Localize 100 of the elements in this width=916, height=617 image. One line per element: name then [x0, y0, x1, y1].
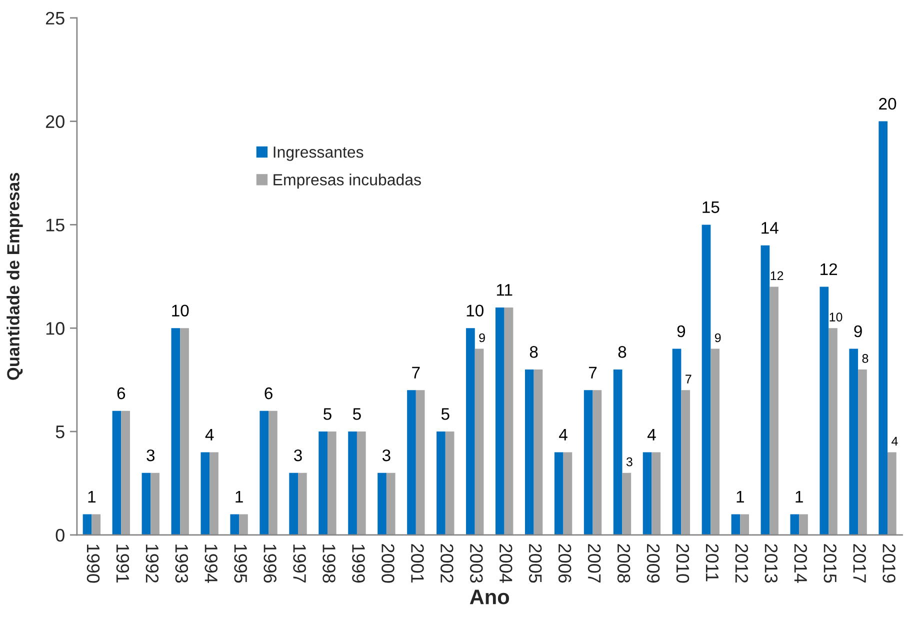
- data-label: 3: [294, 449, 302, 462]
- x-tick-label: 2004: [499, 544, 512, 583]
- bar: [416, 390, 425, 535]
- x-axis-title: Ano: [470, 590, 510, 604]
- data-label: 4: [647, 428, 656, 440]
- legend-label: Ingressantes: [274, 146, 364, 161]
- bar: [260, 410, 269, 535]
- data-label: 10: [172, 304, 189, 316]
- data-label: 20: [879, 98, 896, 110]
- x-tick-label: 1997: [293, 544, 306, 583]
- data-label: 10: [466, 304, 484, 316]
- bar: [731, 514, 740, 535]
- bar: [504, 307, 514, 535]
- bar: [112, 410, 122, 535]
- x-tick-label: 1992: [146, 544, 159, 583]
- data-label: 4: [205, 428, 214, 440]
- data-label: 6: [264, 387, 272, 400]
- x-tick-label: 2005: [528, 544, 542, 583]
- y-tick-label: 25: [46, 12, 64, 25]
- bar: [348, 432, 357, 535]
- x-tick-label: 1994: [204, 544, 218, 583]
- bar: [289, 472, 298, 535]
- bar: [878, 121, 888, 535]
- data-label: 4: [892, 436, 898, 446]
- data-label: 14: [762, 222, 778, 234]
- bar: [407, 390, 416, 535]
- bar: [563, 452, 572, 535]
- data-label: 1: [88, 491, 96, 502]
- data-label: 4: [559, 428, 568, 440]
- y-tick-label: 15: [46, 218, 64, 232]
- bar: [652, 452, 661, 535]
- x-tick-label: 1996: [264, 544, 276, 583]
- bar: [180, 328, 189, 535]
- x-tick-label: 2017: [853, 544, 866, 583]
- bar: [820, 286, 829, 535]
- x-tick-label: 1995: [234, 544, 247, 583]
- data-label: 6: [117, 387, 126, 400]
- bar: [702, 224, 711, 535]
- bar: [828, 328, 838, 535]
- bar: [888, 452, 896, 535]
- bar: [298, 472, 307, 535]
- bar: [268, 410, 278, 535]
- bar: [318, 432, 328, 535]
- y-tick-label: 10: [46, 322, 64, 335]
- data-label: 7: [588, 366, 597, 378]
- x-tick-label: 2006: [558, 544, 572, 583]
- bar: [200, 452, 210, 535]
- x-tick-label: 1993: [175, 544, 188, 583]
- bar: [524, 369, 534, 535]
- data-label: 5: [441, 408, 450, 420]
- x-tick-label: 2001: [411, 544, 424, 583]
- x-tick-label: 1990: [86, 544, 100, 583]
- data-label: 9: [854, 325, 862, 338]
- bar: [142, 472, 151, 535]
- x-tick-label: 2013: [764, 544, 778, 583]
- bar: [386, 472, 396, 535]
- bar: [858, 369, 867, 535]
- data-label: 9: [714, 333, 721, 342]
- data-label: 3: [626, 457, 632, 466]
- bar: [92, 514, 101, 535]
- bar: [121, 410, 130, 535]
- bar: [760, 245, 770, 535]
- x-tick-label: 2011: [706, 544, 719, 582]
- data-label: 1: [736, 491, 744, 502]
- bar: [474, 348, 484, 535]
- data-label: 3: [146, 449, 155, 462]
- bar: [592, 390, 602, 535]
- bar: [230, 514, 240, 535]
- data-label: 11: [496, 284, 512, 296]
- x-tick-label: 2019: [882, 544, 896, 583]
- bar: [239, 514, 248, 535]
- legend-label: Empresas incubadas: [274, 174, 421, 189]
- data-label: 9: [479, 333, 485, 342]
- data-label: 1: [796, 491, 803, 502]
- data-label: 5: [324, 408, 332, 420]
- data-label: 10: [830, 312, 842, 322]
- data-label: 7: [686, 374, 692, 384]
- x-tick-label: 2000: [382, 544, 394, 583]
- bar: [210, 452, 218, 535]
- data-label: 8: [618, 346, 626, 358]
- bar: [799, 514, 808, 535]
- bar: [171, 328, 180, 535]
- data-label: 8: [862, 354, 868, 363]
- bar: [642, 452, 652, 535]
- data-label: 8: [530, 346, 538, 358]
- bar: [356, 432, 366, 535]
- x-tick-label: 2009: [646, 544, 660, 583]
- x-tick-label: 1998: [322, 544, 336, 583]
- x-tick-label: 2012: [735, 544, 748, 583]
- data-label: 12: [770, 271, 784, 280]
- x-tick-label: 2002: [440, 544, 454, 583]
- x-tick-label: 2014: [794, 544, 808, 583]
- bar: [849, 348, 858, 535]
- bar: [445, 432, 454, 535]
- bar: [82, 514, 92, 535]
- bar: [466, 328, 475, 535]
- bar: [740, 514, 749, 535]
- bar: [378, 472, 386, 535]
- x-tick-label: 2010: [676, 544, 690, 583]
- bar: [150, 472, 160, 535]
